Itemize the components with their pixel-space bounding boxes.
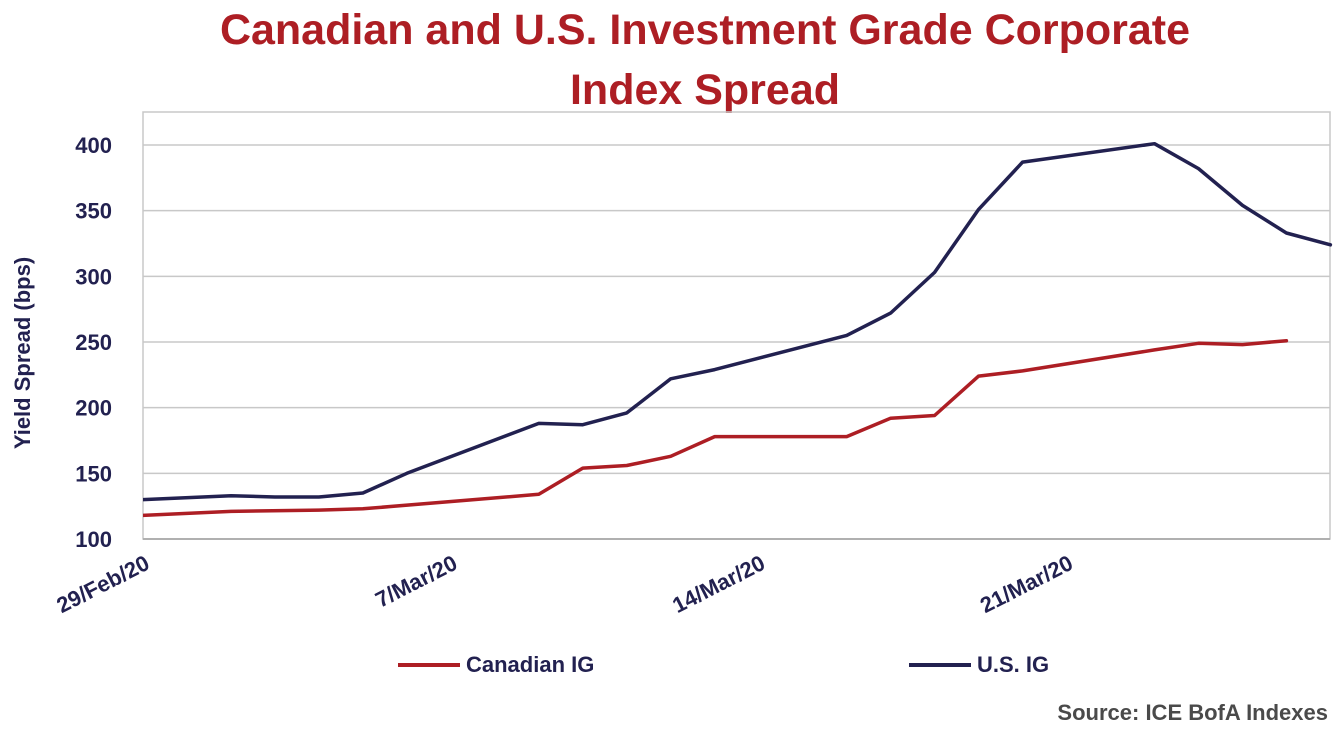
series-line-us xyxy=(143,141,1333,502)
legend-label-us: U.S. IG xyxy=(977,652,1050,677)
legend-item-canadian: Canadian IG xyxy=(398,652,594,678)
y-tick-label: 350 xyxy=(75,199,112,224)
x-tick-label: 7/Mar/20 xyxy=(371,550,461,612)
x-tick-label: 14/Mar/20 xyxy=(668,550,769,618)
line-chart: 100 150 200 250 300 350 400 29/Feb/20 7/Mar/20 14… xyxy=(10,111,1333,618)
y-tick-label: 250 xyxy=(75,330,112,355)
x-tick-label: 21/Mar/20 xyxy=(976,550,1077,618)
plot-area: 100 150 200 250 300 350 400 29/Feb/20 7/Mar/20 14… xyxy=(53,111,1333,618)
chart-title-line-1: Canadian and U.S. Investment Grade Corpo… xyxy=(219,6,1191,54)
y-tick-label: 200 xyxy=(75,396,112,421)
legend-item-us: U.S. IG xyxy=(909,652,1049,678)
source-note: Source: ICE BofA Indexes xyxy=(1057,700,1328,725)
plot-frame xyxy=(142,111,1331,540)
y-tick-label: 400 xyxy=(75,133,112,158)
legend-label-canadian: Canadian IG xyxy=(466,652,595,677)
y-tick-label: 150 xyxy=(75,461,112,486)
series-line-canadian xyxy=(143,338,1289,518)
chart-title: Canadian and U.S. Investment Grade Corpo… xyxy=(0,0,1334,120)
y-axis-label: Yield Spread (bps) xyxy=(10,257,35,449)
chart-title-line-2: Index Spread xyxy=(569,66,841,114)
x-tick-label: 29/Feb/20 xyxy=(53,550,154,618)
y-tick-label: 300 xyxy=(75,264,112,289)
legend-swatch-canadian xyxy=(398,663,460,667)
legend-swatch-us xyxy=(909,663,971,667)
y-tick-label: 100 xyxy=(75,527,112,552)
